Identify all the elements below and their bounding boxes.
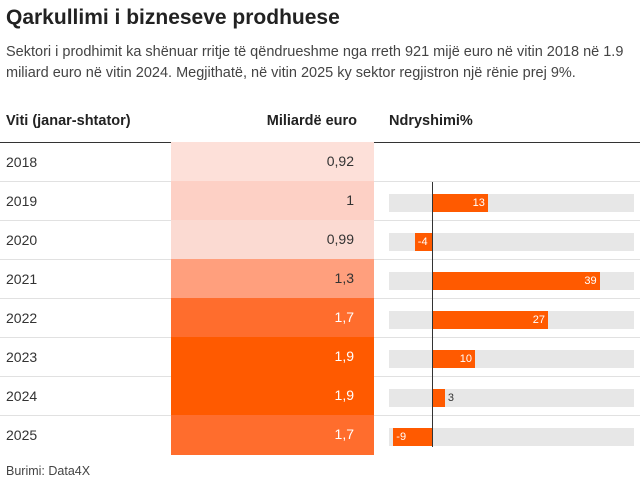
year-label: 2021 <box>6 271 38 287</box>
year-label: 2019 <box>6 193 38 209</box>
value-label: 1,3 <box>334 270 354 286</box>
change-bar-track <box>389 428 634 446</box>
change-bar <box>431 389 445 407</box>
value-label: 1,7 <box>334 309 354 325</box>
change-bar <box>393 428 432 446</box>
value-label: 1,9 <box>334 387 354 403</box>
value-cell: 1,9 <box>171 376 374 416</box>
value-cell: 0,99 <box>171 220 374 260</box>
change-label: -9 <box>396 431 407 443</box>
value-cell: 1,7 <box>171 415 374 455</box>
change-bar-track <box>389 350 634 368</box>
change-bar-track <box>389 233 634 251</box>
table-row: 2019 1 13 <box>0 181 640 221</box>
table-row: 2020 0,99 -4 <box>0 220 640 260</box>
change-bar <box>431 194 488 212</box>
table-row: 2025 1,7 -9 <box>0 415 640 455</box>
year-label: 2018 <box>6 154 38 170</box>
column-header-change: Ndryshimi% <box>389 113 473 129</box>
change-bar <box>414 233 432 251</box>
value-label: 0,99 <box>326 231 354 247</box>
value-cell: 1 <box>171 181 374 221</box>
year-label: 2020 <box>6 232 38 248</box>
change-bar <box>431 272 600 290</box>
change-label: 3 <box>447 392 454 404</box>
zero-axis-line <box>432 182 433 447</box>
year-label: 2022 <box>6 310 38 326</box>
subtitle: Sektori i prodhimit ka shënuar rritje të… <box>6 44 624 81</box>
column-header-value: Miliardë euro <box>266 113 357 129</box>
table-row: 2022 1,7 27 <box>0 298 640 338</box>
table-row: 2018 0,92 <box>0 142 640 182</box>
value-label: 0,92 <box>326 153 354 169</box>
value-cell: 1,7 <box>171 298 374 338</box>
change-label: -4 <box>417 236 428 248</box>
table-row: 2021 1,3 39 <box>0 259 640 299</box>
page-title: Qarkullimi i bizneseve prodhuese <box>6 6 340 29</box>
source-note: Burimi: Data4X <box>6 464 91 478</box>
change-bar <box>431 350 475 368</box>
year-label: 2024 <box>6 388 38 404</box>
year-label: 2025 <box>6 427 38 443</box>
change-label: 27 <box>532 314 546 326</box>
value-label: 1 <box>346 192 354 208</box>
change-label: 13 <box>472 197 485 209</box>
change-label: 10 <box>459 353 472 365</box>
change-label: 39 <box>584 275 597 287</box>
change-bar-track <box>389 194 634 212</box>
value-label: 1,7 <box>334 426 354 442</box>
table-row: 2023 1,9 10 <box>0 337 640 377</box>
table-body: 2018 0,92 2019 1 13 2020 0,99 -4 2021 1,3 39 2022 1,… <box>0 142 640 455</box>
value-cell: 1,3 <box>171 259 374 299</box>
value-cell: 0,92 <box>171 142 374 182</box>
column-header-year: Viti (janar-shtator) <box>6 113 131 129</box>
year-label: 2023 <box>6 349 38 365</box>
change-bar-track <box>389 389 634 407</box>
value-cell: 1,9 <box>171 337 374 377</box>
value-label: 1,9 <box>334 348 354 364</box>
table-row: 2024 1,9 3 <box>0 376 640 416</box>
change-bar <box>431 311 549 329</box>
